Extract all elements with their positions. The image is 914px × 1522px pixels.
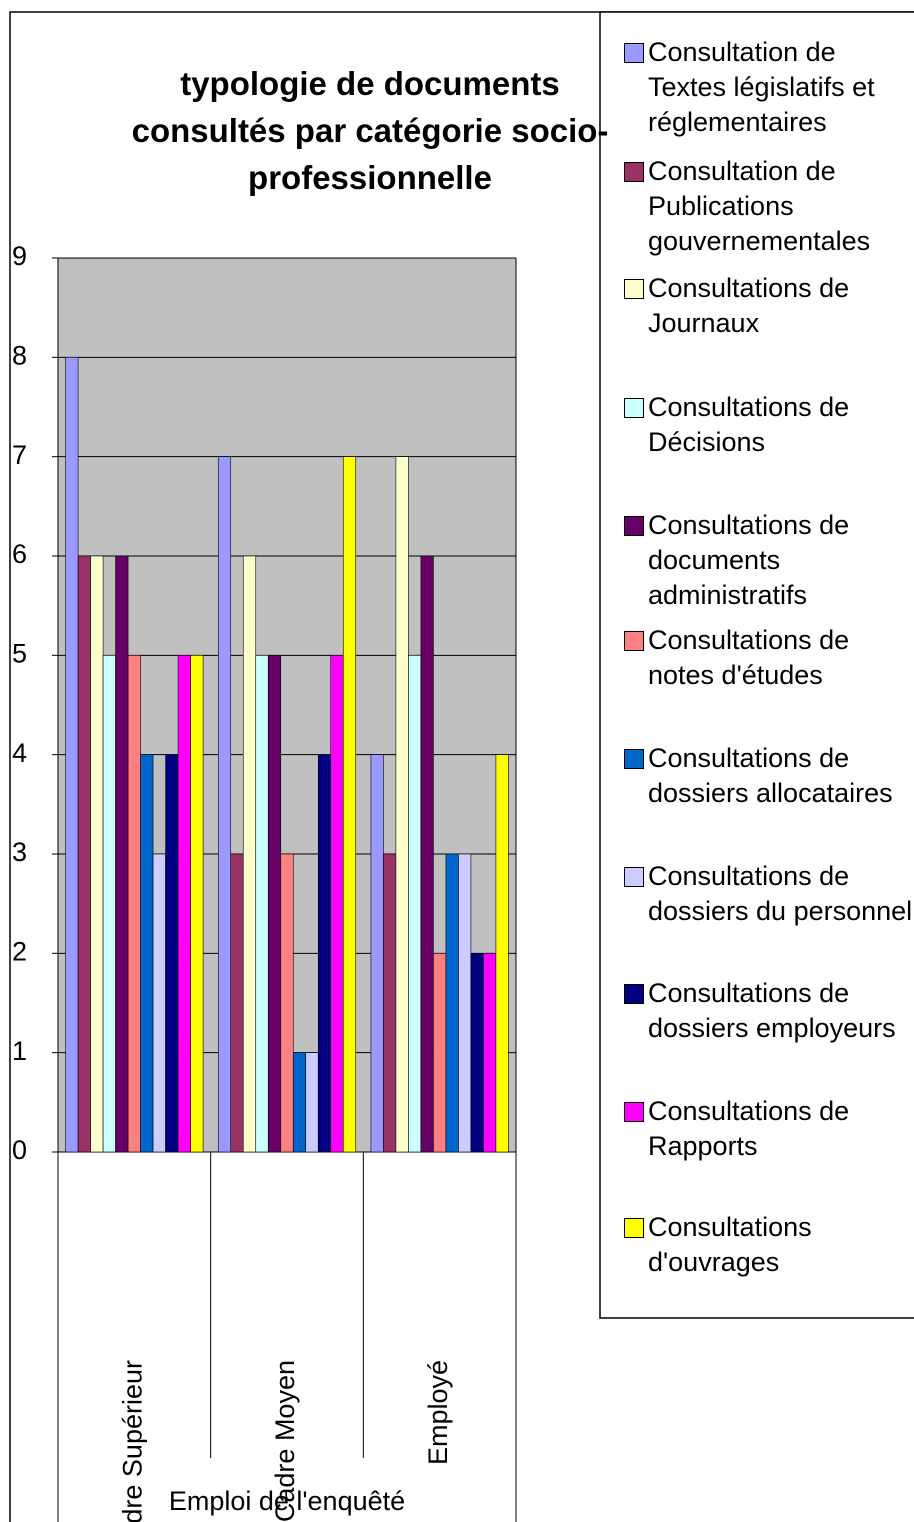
y-tick-label: 2 [12,936,27,966]
bar [330,655,344,1153]
bar [255,655,269,1153]
bar [458,853,472,1153]
legend-label: Consultations de documents administratif… [648,510,850,610]
bar [127,655,141,1153]
bar [65,357,79,1153]
x-tick-label: Employé [423,1360,453,1465]
bar [342,456,357,1153]
legend-swatch [624,516,644,536]
bar [408,655,422,1153]
bar [177,655,191,1153]
y-tick-label: 5 [12,638,27,668]
y-tick-label: 3 [12,837,27,867]
y-tick-label: 6 [12,539,27,569]
bar [115,555,129,1153]
legend-swatch [624,43,644,63]
bar [190,655,204,1153]
x-axis-label: Emploi de l'enquêté [169,1486,405,1516]
legend-label: Consultation de Publications gouvernemen… [648,156,871,256]
legend-label: Consultations de Journaux [648,273,850,338]
bar [370,754,384,1153]
y-tick-label: 4 [12,738,27,768]
y-tick-label: 0 [12,1135,27,1165]
legend-label: Consultations de notes d'études [648,625,850,690]
legend-swatch [624,162,644,182]
bar [77,555,91,1153]
legend-swatch [624,749,644,769]
legend-label: Consultations de Décisions [648,392,850,457]
legend-swatch [624,1102,644,1122]
bar [152,853,166,1153]
x-tick-label: Cadre Moyen [270,1360,300,1522]
y-tick-label: 7 [12,440,27,470]
legend-box [599,11,914,1319]
legend-label: Consultation de Textes législatifs et ré… [648,37,875,137]
legend-swatch [624,279,644,299]
y-tick-label: 9 [12,241,27,271]
bar [470,953,484,1153]
bar [242,555,257,1153]
y-tick-label: 1 [12,1036,27,1066]
legend-label: Consultations d'ouvrages [648,1212,812,1277]
legend-label: Consultations de dossiers du personnel [648,861,913,926]
bar [267,655,282,1153]
bar [292,1052,307,1153]
bar [317,754,332,1153]
legend-label: Consultations de Rapports [648,1096,850,1161]
bar [165,754,179,1153]
legend-swatch [624,631,644,651]
bar [383,853,397,1153]
bar [217,456,232,1153]
bar [445,853,459,1153]
legend-swatch [624,984,644,1004]
chart-title: typologie de documents consultés par cat… [131,65,609,196]
bar [420,555,434,1153]
bar [280,853,294,1153]
legend-label: Consultations de dossiers employeurs [648,978,896,1043]
x-tick-label: Cadre Supérieur [117,1360,147,1522]
legend-swatch [624,1218,644,1238]
chart-frame [9,11,914,1522]
legend-label: Consultations de dossiers allocataires [648,743,893,808]
bar [230,853,244,1153]
bar [433,953,447,1153]
bar [90,555,104,1153]
bar [140,754,154,1153]
bar [305,1052,319,1153]
bar [495,754,509,1153]
legend-swatch [624,398,644,418]
bar [395,456,409,1153]
y-tick-label: 8 [12,340,27,370]
legend-swatch [624,867,644,887]
bar [483,953,497,1153]
bar [102,655,116,1153]
